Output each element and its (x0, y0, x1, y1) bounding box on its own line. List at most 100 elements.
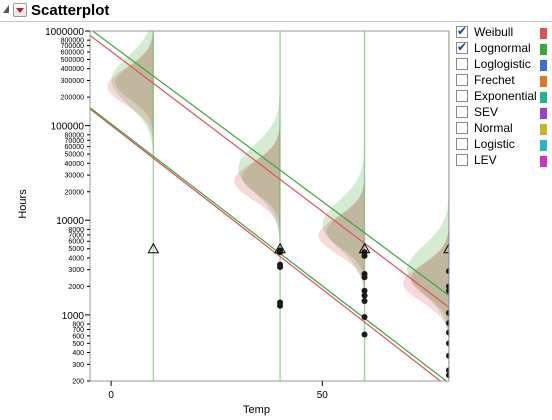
failure-point (446, 287, 449, 294)
censored-point-2 (358, 242, 371, 254)
failure-point (446, 329, 449, 336)
legend-label: Exponential (474, 89, 537, 103)
failure-point (361, 274, 368, 281)
legend-item-frechet[interactable]: Frechet (455, 73, 550, 89)
legend-checkbox[interactable] (456, 58, 468, 70)
legend-item-exponential[interactable]: Exponential (455, 89, 550, 105)
legend-checkbox[interactable] (456, 74, 468, 86)
overlap-density-1 (242, 31, 281, 381)
legend-checkbox[interactable] (456, 138, 468, 150)
legend-checkbox[interactable] (456, 40, 468, 54)
weibull-density-1 (234, 31, 281, 381)
lognormal-quantile-line-1 (90, 107, 448, 381)
panel-title: Scatterplot (31, 2, 110, 19)
failure-point (361, 252, 368, 259)
y-minor-tick-label: 600 (72, 333, 84, 340)
overlap-density-2 (326, 31, 365, 381)
lognormal-density-3 (407, 31, 449, 381)
weibull-density-0 (107, 31, 154, 381)
y-minor-tick-label: 300 (72, 362, 84, 369)
y-tick-label: 1000000 (45, 27, 84, 38)
failure-point (446, 268, 449, 275)
legend-color-swatch (540, 44, 547, 55)
panel-header: Scatterplot (0, 0, 552, 22)
legend-color-swatch (540, 76, 547, 87)
y-minor-tick-label: 6000 (68, 239, 84, 246)
failure-point (361, 331, 368, 338)
y-minor-tick-label: 30000 (65, 173, 85, 180)
lognormal-quantile-line-0 (91, 31, 449, 297)
legend-label: Lognormal (474, 41, 531, 55)
weibull-density-3 (403, 31, 449, 381)
legend-item-normal[interactable]: Normal (455, 121, 550, 137)
y-minor-tick-label: 2000 (68, 284, 84, 291)
legend-label: Normal (474, 121, 513, 135)
y-minor-tick-label: 8000 (68, 227, 84, 234)
legend-item-logistic[interactable]: Logistic (455, 137, 550, 153)
legend-label: LEV (474, 153, 497, 167)
failure-point (446, 309, 449, 316)
x-tick-label: 50 (317, 390, 329, 401)
legend-label: Frechet (474, 73, 515, 87)
legend-color-swatch (540, 60, 547, 71)
legend-item-weibull[interactable]: Weibull (455, 24, 550, 41)
chart-frame (0, 21, 552, 420)
y-minor-tick-label: 200 (72, 379, 84, 386)
legend-color-swatch (540, 156, 547, 167)
legend-color-swatch (540, 108, 547, 119)
y-minor-tick-label: 20000 (65, 189, 85, 196)
legend-label: Logistic (474, 137, 515, 151)
plot-area (90, 31, 449, 381)
plot-content (90, 31, 449, 381)
legend-item-lognormal[interactable]: Lognormal (455, 40, 550, 57)
y-minor-tick-label: 70000 (65, 138, 85, 145)
y-minor-tick-label: 400 (72, 350, 84, 357)
legend-color-swatch (540, 92, 547, 103)
weibull-quantile-line-0 (90, 34, 449, 308)
legend-checkbox[interactable] (456, 24, 468, 38)
failure-point (361, 313, 368, 320)
legend-color-swatch (540, 28, 547, 39)
collapse-triangle-icon[interactable] (2, 4, 10, 14)
y-minor-tick-label: 3000 (68, 267, 84, 274)
weibull-density-2 (318, 31, 365, 381)
legend-item-loglogistic[interactable]: Loglogistic (455, 57, 550, 73)
failure-point (361, 287, 368, 294)
failure-point (446, 320, 449, 327)
legend-checkbox[interactable] (456, 90, 468, 102)
lognormal-density-1 (238, 31, 281, 381)
x-tick-label: 0 (108, 390, 114, 401)
legend-color-swatch (540, 124, 547, 135)
failure-point (277, 302, 284, 309)
y-minor-tick-label: 80000 (65, 132, 85, 139)
y-minor-tick-label: 500000 (61, 57, 84, 64)
y-minor-tick-label: 800000 (61, 38, 84, 45)
y-tick-label: 10000 (56, 216, 84, 227)
legend-item-lev[interactable]: LEV (455, 153, 550, 169)
censored-point-0 (147, 242, 160, 254)
failure-point (446, 352, 449, 359)
failure-point (277, 264, 284, 271)
overlap-density-3 (411, 31, 449, 381)
y-minor-tick-label: 40000 (65, 161, 85, 168)
failure-point (446, 372, 449, 379)
red-triangle-menu-button[interactable] (13, 3, 27, 17)
legend-checkbox[interactable] (456, 106, 468, 118)
y-minor-tick-label: 700 (72, 327, 84, 334)
y-minor-tick-label: 500 (72, 341, 84, 348)
y-minor-tick-label: 800 (72, 322, 84, 329)
y-tick-label: 100000 (51, 122, 85, 133)
legend-checkbox[interactable] (456, 154, 468, 166)
failure-point (446, 367, 449, 374)
y-minor-tick-label: 400000 (61, 66, 84, 73)
y-minor-tick-label: 50000 (65, 152, 85, 159)
failure-point (277, 249, 284, 256)
legend-item-sev[interactable]: SEV (455, 105, 550, 121)
y-minor-tick-label: 200000 (61, 95, 84, 102)
censored-point-3 (443, 242, 449, 254)
legend-checkbox[interactable] (456, 122, 468, 134)
failure-point (361, 298, 368, 305)
legend-color-swatch (540, 140, 547, 151)
y-minor-tick-label: 60000 (65, 144, 85, 151)
